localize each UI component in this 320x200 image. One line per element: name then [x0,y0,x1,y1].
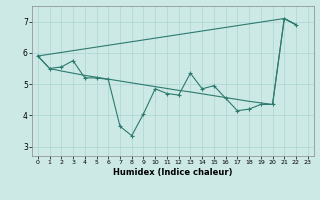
X-axis label: Humidex (Indice chaleur): Humidex (Indice chaleur) [113,168,233,177]
